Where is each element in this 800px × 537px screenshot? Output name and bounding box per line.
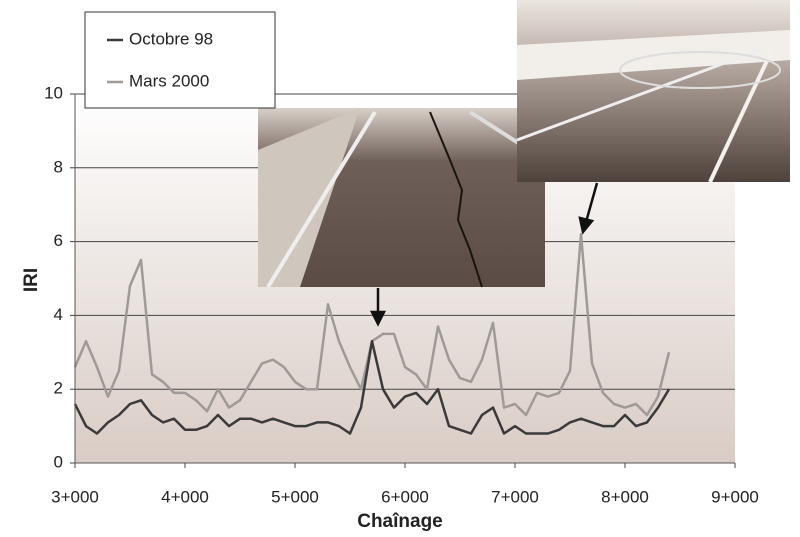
- arrows: [369, 182, 599, 327]
- y-tick-label: 4: [54, 305, 63, 324]
- x-tick-label: 8+000: [601, 487, 649, 506]
- y-tick-label: 2: [54, 379, 63, 398]
- x-axis-title: Chaînage: [357, 511, 443, 532]
- x-tick-label: 5+000: [271, 487, 319, 506]
- x-tick-label: 6+000: [381, 487, 429, 506]
- y-tick-label: 0: [54, 452, 63, 471]
- y-tick-label: 8: [54, 157, 63, 176]
- legend-label: Octobre 98: [129, 29, 213, 48]
- series-line: [73, 339, 671, 435]
- legend: [84, 11, 276, 109]
- y-axis-title: IRI: [21, 268, 42, 292]
- x-tick-label: 4+000: [161, 487, 209, 506]
- x-tick-label: 9+000: [711, 487, 759, 506]
- photo-road: [516, 0, 790, 183]
- y-tick-label: 10: [44, 83, 63, 102]
- photo-crack: [258, 108, 547, 289]
- y-tick-label: 6: [54, 231, 63, 250]
- legend-label: Mars 2000: [129, 71, 209, 90]
- x-tick-label: 7+000: [491, 487, 539, 506]
- x-tick-label: 3+000: [51, 487, 99, 506]
